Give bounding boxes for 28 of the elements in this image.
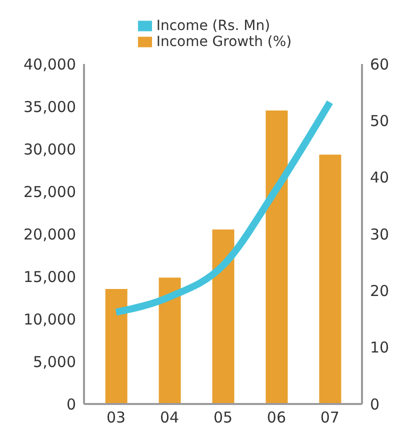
y2-tick-label: 10 [370, 338, 390, 357]
y-tick-label: 5,000 [33, 352, 76, 371]
x-tick-label: 03 [106, 408, 126, 427]
y-tick-label: 0 [66, 395, 76, 414]
bar [212, 229, 234, 404]
x-tick-label: 04 [160, 408, 180, 427]
y-tick-label: 15,000 [24, 268, 76, 286]
x-tick-label: 05 [213, 408, 233, 427]
y2-tick-label: 30 [370, 225, 390, 244]
bar [105, 288, 128, 404]
legend-label: Income Growth (%) [156, 34, 292, 50]
y-tick-label: 30,000 [24, 140, 76, 158]
bar [319, 154, 342, 404]
x-tick-label: 07 [320, 408, 340, 427]
y-tick-label: 35,000 [24, 98, 76, 116]
y2-tick-label: 0 [370, 395, 380, 414]
y2-tick-label: 40 [370, 168, 390, 187]
bar [158, 278, 181, 404]
y2-tick-label: 60 [370, 55, 390, 74]
y2-tick-label: 20 [370, 282, 390, 300]
y-tick-label: 40,000 [24, 55, 76, 74]
y-tick-label: 25,000 [24, 182, 76, 201]
y-tick-label: 20,000 [24, 225, 76, 244]
y2-tick-label: 50 [370, 112, 390, 130]
legend-label: Income (Rs. Mn) [156, 18, 270, 34]
y-tick-label: 10,000 [24, 310, 76, 328]
x-tick-label: 06 [266, 408, 286, 427]
bar [266, 110, 288, 404]
